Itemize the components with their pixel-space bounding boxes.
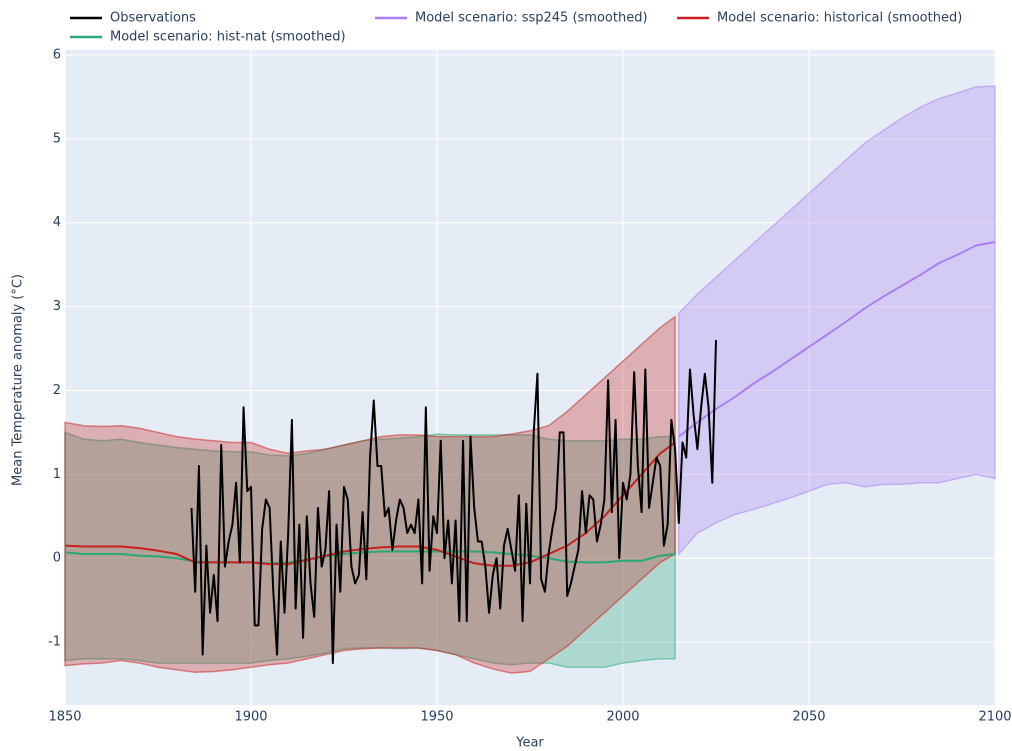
y-tick-label: 6 [53,48,61,63]
y-tick-label: 2 [53,383,61,398]
legend-label: Model scenario: hist-nat (smoothed) [110,30,346,45]
uncertainty-band [678,85,996,557]
x-tick-label: 2050 [792,710,825,725]
y-tick-label: 1 [53,467,61,482]
series-line [678,241,996,438]
axis-labels: -1 0 1 2 3 4 5 6 1850 1900 1950 2000 2050 2100 [48,48,1012,725]
legend: Observations Model scenario: ssp245 (smoo… [70,11,962,45]
y-tick-label: 5 [53,131,61,146]
y-tick-label: 3 [53,299,61,314]
x-tick-label: 2100 [978,710,1011,725]
x-tick-label: 1950 [420,710,453,725]
x-tick-label: 1850 [48,710,81,725]
legend-label: Model scenario: ssp245 (smoothed) [415,11,648,26]
y-axis-title: Mean Temperature anomaly (°C) [11,274,26,486]
legend-label: Model scenario: historical (smoothed) [717,11,962,26]
legend-label: Observations [110,11,196,26]
series-line [190,340,717,665]
x-tick-label: 1900 [234,710,267,725]
x-axis-title: Year [515,736,544,751]
lines [64,241,996,665]
plot-background [65,50,995,705]
x-tick-label: 2000 [606,710,639,725]
y-tick-label: -1 [48,635,61,650]
y-tick-label: 0 [53,551,61,566]
y-tick-label: 4 [53,215,61,230]
series-line [64,441,676,567]
